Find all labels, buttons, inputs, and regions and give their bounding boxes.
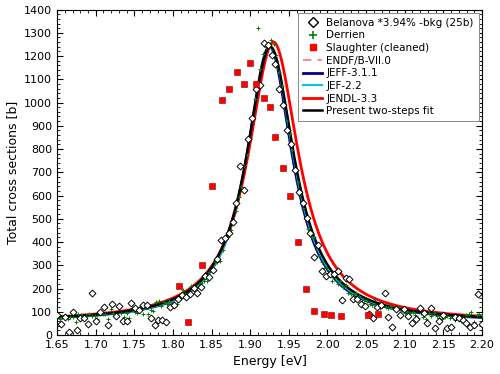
Legend: Belanova *3.94% -bkg (25b), Derrien, Slaughter (cleaned), ENDF/B-VII.0, JEFF-3.1: Belanova *3.94% -bkg (25b), Derrien, Sla… (298, 13, 479, 121)
X-axis label: Energy [eV]: Energy [eV] (232, 355, 306, 368)
Y-axis label: Total cross sections [b]: Total cross sections [b] (6, 101, 18, 244)
